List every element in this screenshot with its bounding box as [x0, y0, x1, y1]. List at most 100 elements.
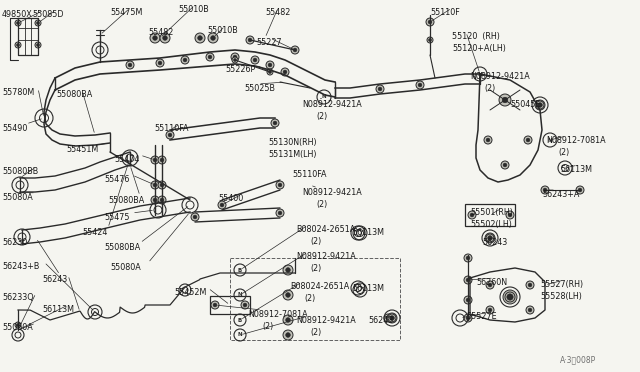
Circle shape — [427, 37, 433, 43]
Circle shape — [418, 83, 422, 87]
Text: 55527E: 55527E — [466, 312, 497, 321]
Text: 49850X: 49850X — [2, 10, 33, 19]
Circle shape — [390, 316, 394, 320]
Circle shape — [285, 268, 291, 272]
Circle shape — [248, 38, 252, 42]
Circle shape — [506, 211, 514, 219]
Text: N: N — [322, 94, 326, 99]
Text: 55010B: 55010B — [207, 26, 237, 35]
Circle shape — [528, 308, 532, 312]
Text: 55227: 55227 — [256, 38, 282, 47]
Text: (2): (2) — [304, 294, 316, 303]
Circle shape — [285, 318, 291, 322]
Text: 55045E: 55045E — [510, 100, 540, 109]
Text: N: N — [477, 71, 483, 77]
Circle shape — [160, 198, 164, 202]
Circle shape — [168, 133, 172, 137]
Circle shape — [281, 68, 289, 76]
Circle shape — [160, 183, 164, 187]
Circle shape — [269, 71, 271, 73]
Circle shape — [486, 281, 494, 289]
Text: 56113M: 56113M — [352, 228, 384, 237]
Circle shape — [464, 296, 472, 304]
Circle shape — [251, 56, 259, 64]
Text: N08912-9421A: N08912-9421A — [302, 188, 362, 197]
Text: 55060A: 55060A — [2, 323, 33, 332]
Text: 55527(RH): 55527(RH) — [540, 280, 583, 289]
Text: (2): (2) — [316, 112, 327, 121]
Circle shape — [246, 36, 254, 44]
Circle shape — [266, 61, 274, 69]
Circle shape — [213, 303, 217, 307]
Circle shape — [428, 20, 432, 24]
Circle shape — [232, 57, 238, 63]
Text: 55474: 55474 — [114, 155, 140, 164]
Text: 55452M: 55452M — [174, 288, 206, 297]
Text: 56243: 56243 — [368, 316, 393, 325]
Circle shape — [15, 322, 21, 328]
Circle shape — [386, 316, 390, 320]
Circle shape — [464, 276, 472, 284]
Circle shape — [538, 103, 542, 107]
Text: 55476: 55476 — [104, 175, 129, 184]
Text: 56243: 56243 — [42, 275, 67, 284]
Circle shape — [158, 156, 166, 164]
Circle shape — [285, 293, 291, 297]
Circle shape — [278, 183, 282, 187]
Text: 56260N: 56260N — [476, 278, 507, 287]
Circle shape — [578, 188, 582, 192]
Circle shape — [503, 163, 507, 167]
Text: 55424: 55424 — [82, 228, 108, 237]
Circle shape — [158, 181, 166, 189]
Circle shape — [283, 330, 293, 340]
Circle shape — [267, 69, 273, 75]
Text: B: B — [238, 317, 242, 323]
Circle shape — [429, 39, 431, 41]
Text: 55010B: 55010B — [178, 5, 209, 14]
Text: 55475: 55475 — [104, 213, 129, 222]
Text: A·3（008P: A·3（008P — [560, 355, 596, 364]
Text: N08912-9421A: N08912-9421A — [296, 252, 356, 261]
Bar — [465, 204, 515, 226]
Circle shape — [151, 196, 159, 204]
Text: 55482: 55482 — [265, 8, 291, 17]
Circle shape — [253, 58, 257, 62]
Text: 55400: 55400 — [218, 194, 243, 203]
Text: N08912-9421A: N08912-9421A — [470, 72, 530, 81]
Text: 55080BA: 55080BA — [56, 90, 92, 99]
Circle shape — [36, 22, 39, 24]
Circle shape — [35, 20, 41, 26]
Circle shape — [387, 313, 397, 323]
Circle shape — [466, 278, 470, 282]
Text: 55110FA: 55110FA — [292, 170, 326, 179]
Circle shape — [293, 48, 297, 52]
Circle shape — [36, 44, 39, 46]
Text: 55528(LH): 55528(LH) — [540, 292, 582, 301]
Circle shape — [283, 70, 287, 74]
Text: (2): (2) — [262, 322, 273, 331]
Text: 55502(LH): 55502(LH) — [470, 220, 512, 229]
Text: 55482: 55482 — [148, 28, 173, 37]
Text: 55501(RH): 55501(RH) — [470, 208, 513, 217]
Text: N: N — [548, 138, 552, 142]
Text: 56230: 56230 — [2, 238, 28, 247]
Circle shape — [501, 161, 509, 169]
Text: (2): (2) — [310, 237, 321, 246]
Circle shape — [166, 131, 174, 139]
Text: (2): (2) — [316, 200, 327, 209]
Text: 55110FA: 55110FA — [154, 124, 189, 133]
Text: N08912-9421A: N08912-9421A — [296, 316, 356, 325]
Circle shape — [524, 136, 532, 144]
Circle shape — [543, 188, 547, 192]
Text: 55130N(RH): 55130N(RH) — [268, 138, 317, 147]
Circle shape — [151, 156, 159, 164]
Circle shape — [291, 46, 299, 54]
Circle shape — [376, 85, 384, 93]
Circle shape — [160, 158, 164, 162]
Text: 55226P: 55226P — [225, 65, 255, 74]
Circle shape — [384, 314, 392, 322]
Circle shape — [35, 42, 41, 48]
Circle shape — [195, 33, 205, 43]
Text: N: N — [237, 292, 243, 298]
Text: 55120+A(LH): 55120+A(LH) — [452, 44, 506, 53]
